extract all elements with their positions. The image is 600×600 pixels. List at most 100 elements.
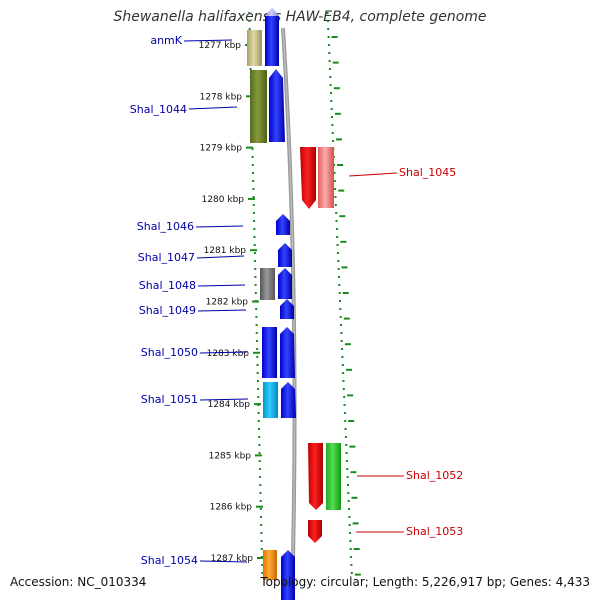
cds-Shal-1054[interactable] (281, 550, 295, 600)
guide-dot (334, 196, 337, 198)
cds-Shal-1046[interactable] (276, 214, 290, 235)
guide-dot (335, 228, 338, 230)
guide-dot (253, 236, 256, 238)
genome-summary-text: Topology: circular; Length: 5,226,917 bp… (260, 575, 590, 589)
gene-leader-line (195, 225, 244, 228)
cds-Shal-1045[interactable] (300, 147, 316, 209)
guide-dot (258, 428, 260, 430)
guide-dot (332, 140, 335, 142)
guide-dot (258, 436, 261, 438)
guide-dot (252, 196, 255, 198)
guide-dot (257, 396, 260, 398)
gene-label[interactable]: anmK (150, 34, 182, 47)
guide-dot (256, 348, 259, 350)
gene-label[interactable]: Shal_1044 (130, 103, 187, 116)
guide-dot (344, 420, 347, 422)
cds-Shal-1051[interactable] (281, 382, 296, 418)
guide-dot (326, 12, 329, 14)
guide-dot (333, 172, 336, 174)
gene-label[interactable]: Shal_1046 (137, 220, 194, 233)
cds-anmK-top (265, 8, 279, 16)
cds-Shal-1048-rna[interactable] (260, 268, 275, 300)
guide-dot (253, 244, 256, 246)
guide-dot (257, 388, 260, 390)
kbp-tick-label: 1282 kbp (206, 298, 249, 308)
guide-dot (254, 260, 257, 262)
cds-Shal-1054-rna[interactable] (263, 550, 277, 580)
kbp-tick-mark (246, 95, 253, 98)
guide-dot (331, 116, 333, 118)
gene-label[interactable]: Shal_1054 (141, 554, 198, 567)
guide-dot (339, 316, 342, 318)
guide-dash (343, 317, 350, 320)
guide-dot (347, 500, 350, 502)
guide-dot (252, 204, 255, 206)
guide-dot (343, 396, 346, 398)
cds-Shal-1050-rna[interactable] (262, 327, 277, 378)
gene-label[interactable]: Shal_1048 (139, 279, 196, 292)
gene-label[interactable]: Shal_1053 (406, 525, 463, 538)
guide-dot (343, 404, 346, 406)
guide-dash (339, 215, 346, 218)
guide-dot (259, 492, 262, 494)
guide-dot (253, 252, 256, 254)
gene-leader-line (348, 172, 398, 177)
guide-dot (258, 444, 261, 446)
gene-leader-line (199, 351, 248, 354)
guide-dot (258, 460, 261, 462)
gene-label[interactable]: Shal_1052 (406, 469, 463, 482)
guide-dot (338, 276, 340, 278)
kbp-tick-label: 1287 kbp (211, 554, 254, 564)
guide-dot (345, 460, 348, 462)
guide-dot (329, 76, 332, 78)
gene-label[interactable]: Shal_1047 (138, 251, 195, 264)
gene-label[interactable]: Shal_1045 (399, 166, 456, 179)
guide-dash (348, 420, 355, 422)
cds-Shal-1044-rna[interactable] (250, 70, 267, 143)
guide-dot (259, 476, 262, 478)
cds-Shal-1048[interactable] (278, 268, 292, 299)
guide-dot (260, 548, 263, 550)
cds-Shal-1045-rna[interactable] (318, 147, 334, 208)
guide-dot (260, 532, 263, 534)
cds-Shal-1047[interactable] (278, 243, 292, 267)
guide-dot (328, 52, 331, 54)
cds-Shal-1044[interactable] (269, 69, 285, 142)
gene-label[interactable]: Shal_1049 (139, 304, 196, 317)
guide-dot (342, 372, 345, 374)
guide-dot (254, 276, 257, 278)
guide-dot (337, 260, 340, 262)
kbp-tick-mark (252, 300, 259, 303)
cds-Shal-1052[interactable] (308, 443, 323, 510)
cds-Shal-1051-rna[interactable] (263, 382, 278, 418)
guide-dot (256, 364, 259, 366)
cds-anmK-rna[interactable] (247, 30, 262, 66)
guide-dash (331, 36, 338, 38)
guide-dot (345, 452, 348, 454)
guide-dot (248, 28, 251, 30)
guide-dot (343, 412, 346, 414)
guide-dot (260, 524, 263, 526)
guide-dot (331, 124, 334, 126)
cds-Shal-1053[interactable] (308, 520, 322, 543)
guide-dot (344, 428, 347, 430)
guide-dot (328, 60, 331, 62)
cds-Shal-1049[interactable] (280, 299, 294, 319)
guide-dot (348, 516, 351, 518)
guide-dot (255, 308, 258, 310)
guide-dot (258, 468, 261, 470)
guide-dash (353, 548, 360, 550)
guide-dot (346, 476, 349, 478)
cds-Shal-1050[interactable] (280, 327, 295, 378)
guide-dot (335, 220, 338, 222)
cds-anmK[interactable] (265, 8, 279, 66)
cds-Shal-1052-rna[interactable] (326, 443, 341, 510)
map-title: Shewanella halifaxensis HAW-EB4, complet… (113, 9, 487, 25)
gene-label[interactable]: Shal_1050 (141, 346, 198, 359)
guide-dot (326, 20, 329, 22)
guide-dot (347, 492, 350, 494)
kbp-tick-label: 1280 kbp (202, 195, 245, 205)
gene-label[interactable]: Shal_1051 (141, 393, 198, 406)
guide-dot (261, 572, 264, 574)
kbp-tick-label: 1285 kbp (209, 451, 252, 461)
